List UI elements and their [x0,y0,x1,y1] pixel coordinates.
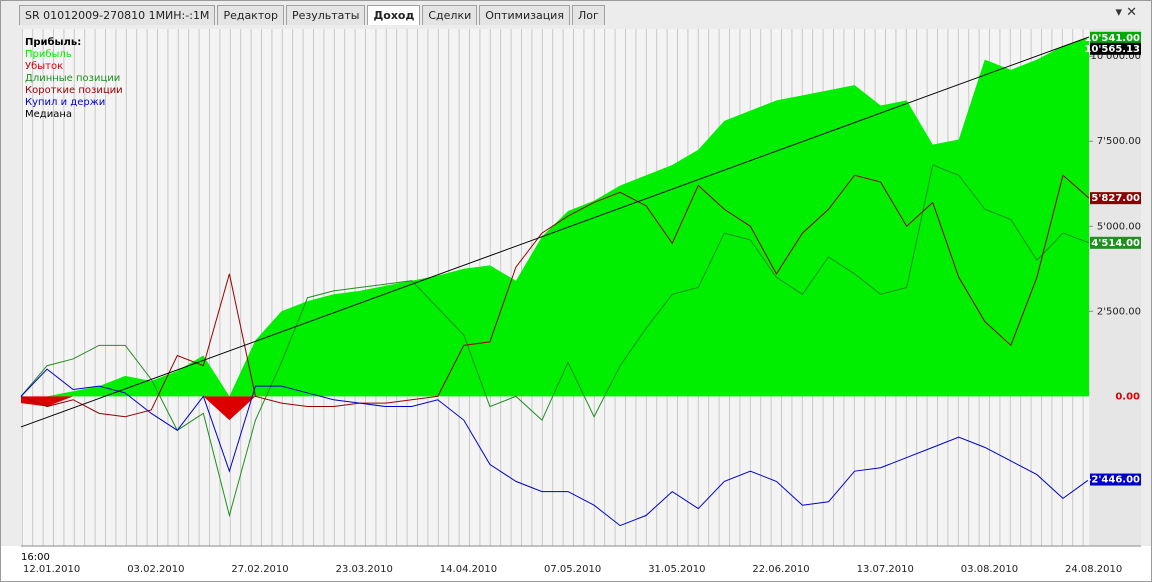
legend-entry: Убыток [25,61,63,72]
y-tick-label: 2'500.00 [1097,306,1141,317]
value-label: 10'565.13 [1084,44,1140,55]
value-label-bg [1090,42,1141,55]
area [21,396,1089,421]
x-tick-label: 23.03.2010 [336,564,393,575]
value-label-bg [1090,236,1141,249]
legend-title: Прибыль: [25,36,81,48]
line [20,164,1090,518]
y-tick-label: 10'000.00 [1091,51,1141,62]
tab[interactable]: Доход [367,5,421,25]
x-tick-label: 13.07.2010 [857,564,914,575]
x-tick-label: 22.06.2010 [752,564,809,575]
line [20,174,1090,418]
legend-entry: Медиана [25,109,72,120]
value-label: 4'514.00 [1091,238,1140,249]
x-tick-label: 14.04.2010 [440,564,497,575]
value-label-bg [1090,31,1141,44]
value-label: 0.00 [1115,391,1140,402]
y-tick-label: 5'000.00 [1097,221,1141,232]
x-tick-label: 24.08.2010 [1065,564,1122,575]
tab-bar: SR 01012009-270810 1МИН:-:1М Редактор Резу… [19,5,607,25]
tab[interactable]: Редактор [217,5,284,25]
tab[interactable]: Оптимизация [479,5,570,25]
x-tick-label: 31.05.2010 [648,564,705,575]
legend-entry: Короткие позиции [25,85,123,96]
value-label-bg [1090,473,1141,486]
legend-entry: Купил и держи [25,97,105,108]
value-label: 10'541.00 [1084,33,1140,44]
area [21,37,1089,397]
chart: 16:00 2'500.005'000.007'500.0010'000.001… [1,29,1151,581]
window-controls[interactable]: ▾ ✕ [1115,5,1137,20]
x-time-label: 16:00 [21,552,50,563]
value-label: 5'827.00 [1091,193,1140,204]
y-axis-panel [1089,29,1141,546]
tab[interactable]: Лог [571,5,605,25]
x-axis-panel [1,546,1151,581]
x-tick-label: 03.02.2010 [127,564,184,575]
legend-entry: Прибыль [25,49,72,60]
y-tick-label: 7'500.00 [1097,136,1141,147]
legend-entry: Длинные позиции [25,73,120,84]
tab[interactable]: Сделки [422,5,478,25]
tab[interactable]: Результаты [285,5,366,25]
x-tick-label: 27.02.2010 [231,564,288,575]
value-label: -2'446.00 [1087,475,1140,486]
x-tick-label: 12.01.2010 [23,564,80,575]
tab[interactable]: SR 01012009-270810 1МИН:-:1М [19,5,216,25]
value-label-bg [1090,192,1141,205]
line [20,36,1090,428]
line [20,368,1090,527]
x-tick-label: 03.08.2010 [961,564,1018,575]
x-tick-label: 07.05.2010 [544,564,601,575]
